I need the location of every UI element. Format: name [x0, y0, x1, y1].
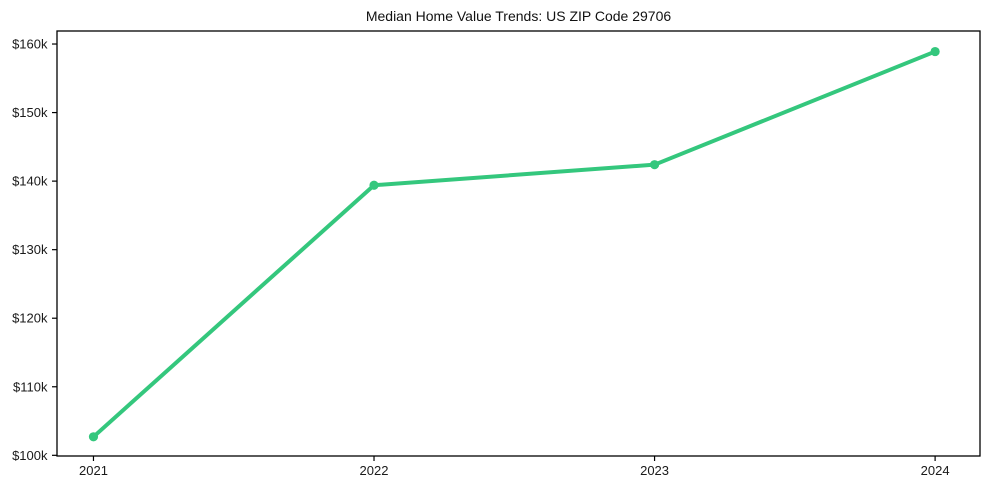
chart-title: Median Home Value Trends: US ZIP Code 29… [366, 8, 672, 24]
series-line-group [88, 46, 940, 442]
y-tick-label: $110k [13, 379, 48, 394]
x-axis: 2021 2022 2023 2024 [79, 456, 950, 478]
x-tick-label: 2023 [640, 463, 669, 478]
data-point-2023 [649, 160, 660, 170]
x-tick-label: 2022 [360, 463, 389, 478]
y-tick-label: $140k [12, 174, 48, 189]
y-tick-label: $130k [12, 242, 48, 257]
trend-line [91, 49, 938, 439]
x-tick-label: 2024 [921, 463, 950, 478]
x-tick-label: 2021 [79, 463, 108, 478]
y-axis: $100k $110k $120k $130k $140k $150k $160k [12, 37, 57, 463]
plot-border [56, 30, 981, 457]
data-point-2021 [88, 432, 99, 442]
y-tick-label: $150k [12, 105, 48, 120]
y-tick-label: $120k [12, 311, 48, 326]
data-point-2024 [930, 46, 940, 57]
y-tick-label: $160k [12, 37, 48, 52]
data-point-2022 [369, 180, 379, 190]
y-tick-label: $100k [12, 448, 48, 463]
